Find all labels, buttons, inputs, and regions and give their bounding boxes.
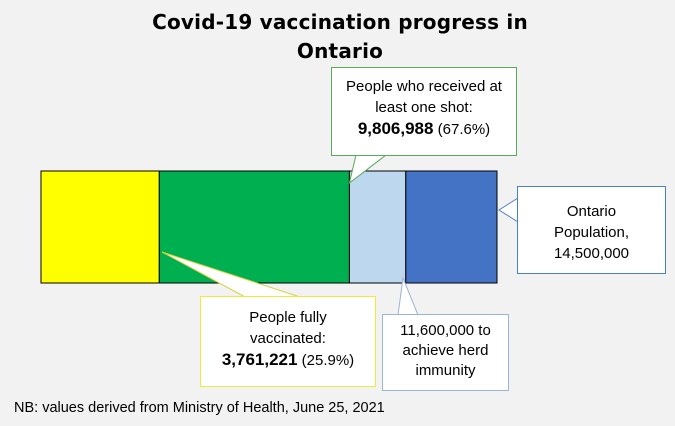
callout-fully-vaccinated: People fully vaccinated: 3,761,221 (25.9…: [200, 296, 376, 387]
callout-one-shot-line1: People who received at: [346, 78, 502, 95]
footnote: NB: values derived from Ministry of Heal…: [14, 400, 385, 416]
chart-title: Covid-19 vaccination progress in Ontario: [152, 10, 528, 63]
callout-one-shot-line2: least one shot:: [375, 99, 473, 116]
callout-population-line2: Population,: [553, 224, 630, 241]
bar-segment-herd-gap: [348, 170, 407, 284]
callout-herd-immunity: 11,600,000 to achieve herd immunity: [382, 314, 509, 391]
callout-population-pointer: [498, 197, 519, 223]
callout-one-shot: People who received at least one shot: 9…: [331, 67, 517, 156]
callout-population-line1: Ontario: [566, 203, 617, 220]
bar-segment-remaining-population: [405, 170, 498, 284]
callout-population-line3: 14,500,000: [553, 245, 630, 262]
callout-fully-line2: vaccinated:: [250, 330, 326, 347]
callout-herd-line3: immunity: [415, 362, 476, 379]
callout-fully-line1: People fully: [249, 309, 327, 326]
callout-one-shot-value: 9,806,988: [357, 119, 434, 138]
callout-herd-line1: 11,600,000 to: [400, 322, 491, 339]
callout-population: Ontario Population, 14,500,000: [517, 186, 666, 274]
bar-segment-fully-vaccinated: [40, 170, 160, 284]
callout-herd-line2: achieve herd: [402, 342, 489, 359]
callout-herd-pointer: [397, 276, 419, 316]
callout-fully-pct: (25.9%): [301, 352, 355, 369]
callout-one-shot-pct: (67.6%): [437, 121, 491, 138]
callout-fully-value: 3,761,221: [221, 350, 298, 369]
